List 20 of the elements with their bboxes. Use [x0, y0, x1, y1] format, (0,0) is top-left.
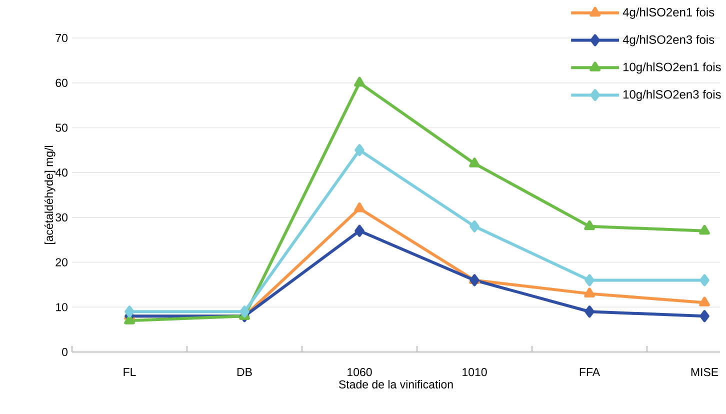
y-axis-title: [acétaldéhyde] mg/l — [44, 146, 56, 244]
y-tick-label: 20 — [56, 258, 68, 266]
x-tick-label: 1010 — [462, 368, 487, 376]
y-tick-label: 60 — [56, 78, 68, 87]
x-tick-label: FL — [124, 368, 136, 376]
y-tick-label: 30 — [56, 213, 68, 222]
legend-label: 4g/hlSO2en3 fois — [622, 35, 714, 46]
x-tick-label: DB — [237, 368, 252, 376]
legend-label: 10g/hlSO2en1 fois — [623, 62, 721, 74]
legend-label: 4g/hlSO2en1 fois — [622, 8, 714, 19]
y-tick-label: 10 — [56, 303, 68, 312]
y-tick-label: 40 — [55, 168, 68, 177]
y-tick-label: 0 — [62, 348, 68, 356]
y-tick-label: 50 — [56, 124, 68, 132]
y-tick-label: 70 — [56, 34, 68, 42]
x-tick-label: MISE — [691, 368, 718, 376]
legend-label: 10g/hlSO2en3 fois — [623, 90, 721, 102]
x-axis-title: Stade de la vinification — [338, 380, 453, 388]
x-tick-label: FFA — [580, 368, 600, 376]
x-tick-label: 1060 — [348, 368, 372, 376]
